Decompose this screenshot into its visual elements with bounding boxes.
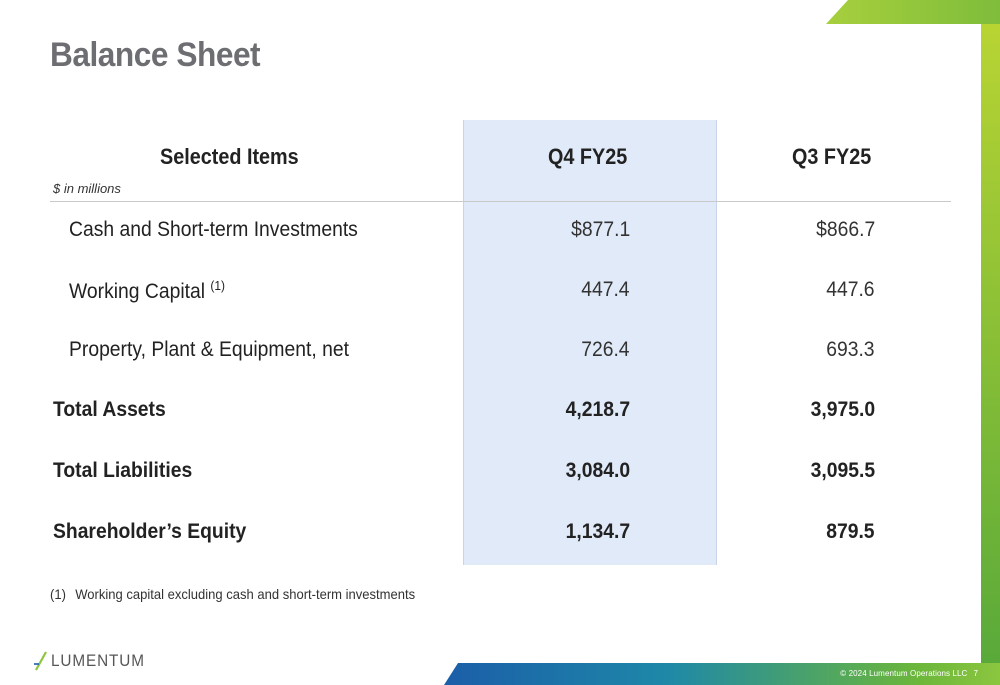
footnote-marker: (1) [210, 278, 226, 293]
row-label: Shareholder’s Equity [53, 520, 247, 543]
q4-column-header: Q4 FY25 [548, 144, 628, 169]
q3-value: 693.3 [826, 338, 875, 361]
q4-value: 3,084.0 [565, 459, 630, 482]
row-label: Property, Plant & Equipment, net [69, 338, 349, 361]
table-row: Shareholder’s Equity 1,134.7 879.5 [0, 520, 1000, 550]
q3-value: 3,095.5 [810, 459, 875, 482]
footer-copyright: © 2024 Lumentum Operations LLC 7 [840, 669, 978, 678]
q3-value: 879.5 [826, 520, 875, 543]
q4-value: 4,218.7 [565, 398, 630, 421]
table-row: Cash and Short-term Investments $877.1 $… [0, 218, 1000, 248]
lumentum-slash-icon [34, 651, 47, 671]
page-title: Balance Sheet [50, 36, 261, 74]
row-label: Working Capital (1) [69, 278, 226, 303]
q3-value: 3,975.0 [810, 398, 875, 421]
footnote-number: (1) [50, 586, 66, 602]
table-row: Property, Plant & Equipment, net 726.4 6… [0, 338, 1000, 368]
q4-value: 726.4 [581, 338, 630, 361]
unit-note: $ in millions [53, 181, 121, 196]
footnote: (1) Working capital excluding cash and sh… [50, 586, 415, 602]
company-logo: LUMENTUM [34, 650, 155, 672]
row-label: Total Assets [53, 398, 166, 421]
q4-value: $877.1 [570, 218, 630, 241]
selected-items-header: Selected Items [160, 144, 299, 169]
logo-text: LUMENTUM [51, 651, 145, 670]
table-row: Total Assets 4,218.7 3,975.0 [0, 398, 1000, 428]
q4-highlight-column [463, 120, 717, 565]
q4-value: 1,134.7 [565, 520, 630, 543]
page-number: 7 [973, 669, 978, 678]
table-row: Total Liabilities 3,084.0 3,095.5 [0, 459, 1000, 489]
footnote-text: Working capital excluding cash and short… [75, 586, 416, 602]
row-label: Cash and Short-term Investments [69, 218, 358, 241]
top-right-accent-band [826, 0, 1000, 24]
row-label: Total Liabilities [53, 459, 193, 482]
q3-column-header: Q3 FY25 [792, 144, 872, 169]
bottom-accent-bar [444, 663, 1000, 685]
table-row: Working Capital (1) 447.4 447.6 [0, 278, 1000, 308]
right-accent-bar [981, 24, 1000, 685]
q3-value: $866.7 [815, 218, 875, 241]
header-divider [50, 201, 951, 202]
copyright-text: © 2024 Lumentum Operations LLC [840, 669, 968, 678]
q3-value: 447.6 [826, 278, 875, 301]
q4-value: 447.4 [581, 278, 630, 301]
